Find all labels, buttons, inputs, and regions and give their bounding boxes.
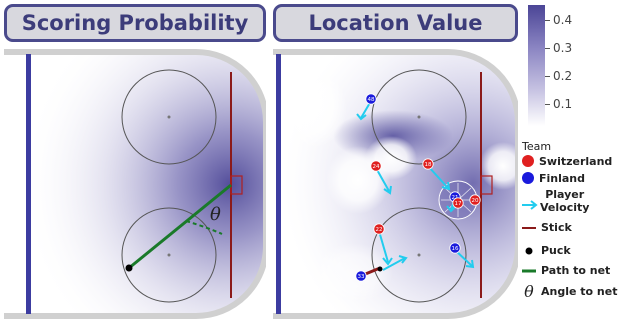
player-marker: 18 — [422, 158, 434, 170]
blue-circle-icon — [522, 172, 534, 184]
player-marker: 17 — [452, 197, 464, 209]
player-marker: 16 — [449, 242, 461, 254]
player-number: 20 — [472, 198, 479, 204]
player-marker: 24 — [370, 160, 382, 172]
path-to-net — [128, 183, 232, 270]
blue-line — [26, 54, 31, 314]
velocity-arrow-icon — [522, 200, 538, 210]
legend-label-finland: Finland — [539, 171, 586, 185]
colorbar-tick: 0.4 — [553, 13, 573, 27]
legend-label-velocity: Velocity — [540, 201, 590, 214]
colorbar-tick: 0.2 — [553, 69, 573, 83]
player-number: 22 — [376, 227, 383, 233]
legend-label-stick: Stick — [541, 221, 572, 234]
path-line-icon — [522, 269, 536, 272]
scoring-probability-rink: θ — [4, 49, 266, 319]
angle-arc — [185, 220, 223, 235]
colorbar-tick: 0.1 — [553, 97, 573, 111]
player-marker: 48 — [365, 93, 377, 105]
legend-label-angle-to-net: Angle to net — [541, 285, 618, 298]
legend-label-switzerland: Switzerland — [539, 154, 613, 168]
player-number: 17 — [455, 201, 462, 207]
legend-label-path-to-net: Path to net — [541, 264, 611, 277]
legend-label-puck: Puck — [541, 244, 571, 257]
faceoff-circle-bottom — [121, 207, 217, 303]
puck-right — [377, 266, 383, 272]
player-marker: 22 — [373, 223, 385, 235]
theta-symbol-icon: θ — [524, 282, 534, 301]
player-marker: 33 — [355, 270, 367, 282]
player-number: 24 — [373, 164, 380, 170]
stick-line-icon — [522, 226, 536, 229]
player-number: 33 — [358, 274, 365, 280]
colorbar-tick: 0.3 — [553, 41, 573, 55]
player-number: 16 — [452, 246, 459, 252]
scoring-probability-title: Scoring Probability — [4, 4, 266, 42]
angle-theta-label: θ — [210, 204, 221, 225]
player-number: 21 — [452, 195, 459, 201]
rink-boards — [4, 49, 266, 319]
player-number: 18 — [425, 162, 432, 168]
legend-title: Team — [522, 140, 552, 153]
player-marker: 20 — [469, 194, 481, 206]
location-value-title: Location Value — [273, 4, 518, 42]
puck-dot-icon — [525, 247, 533, 254]
faceoff-circle-top — [121, 69, 217, 165]
player-number: 48 — [368, 97, 375, 103]
legend-label-player: Player — [545, 188, 585, 201]
puck — [125, 264, 133, 272]
colorbar — [528, 5, 545, 126]
red-circle-icon — [522, 155, 534, 167]
